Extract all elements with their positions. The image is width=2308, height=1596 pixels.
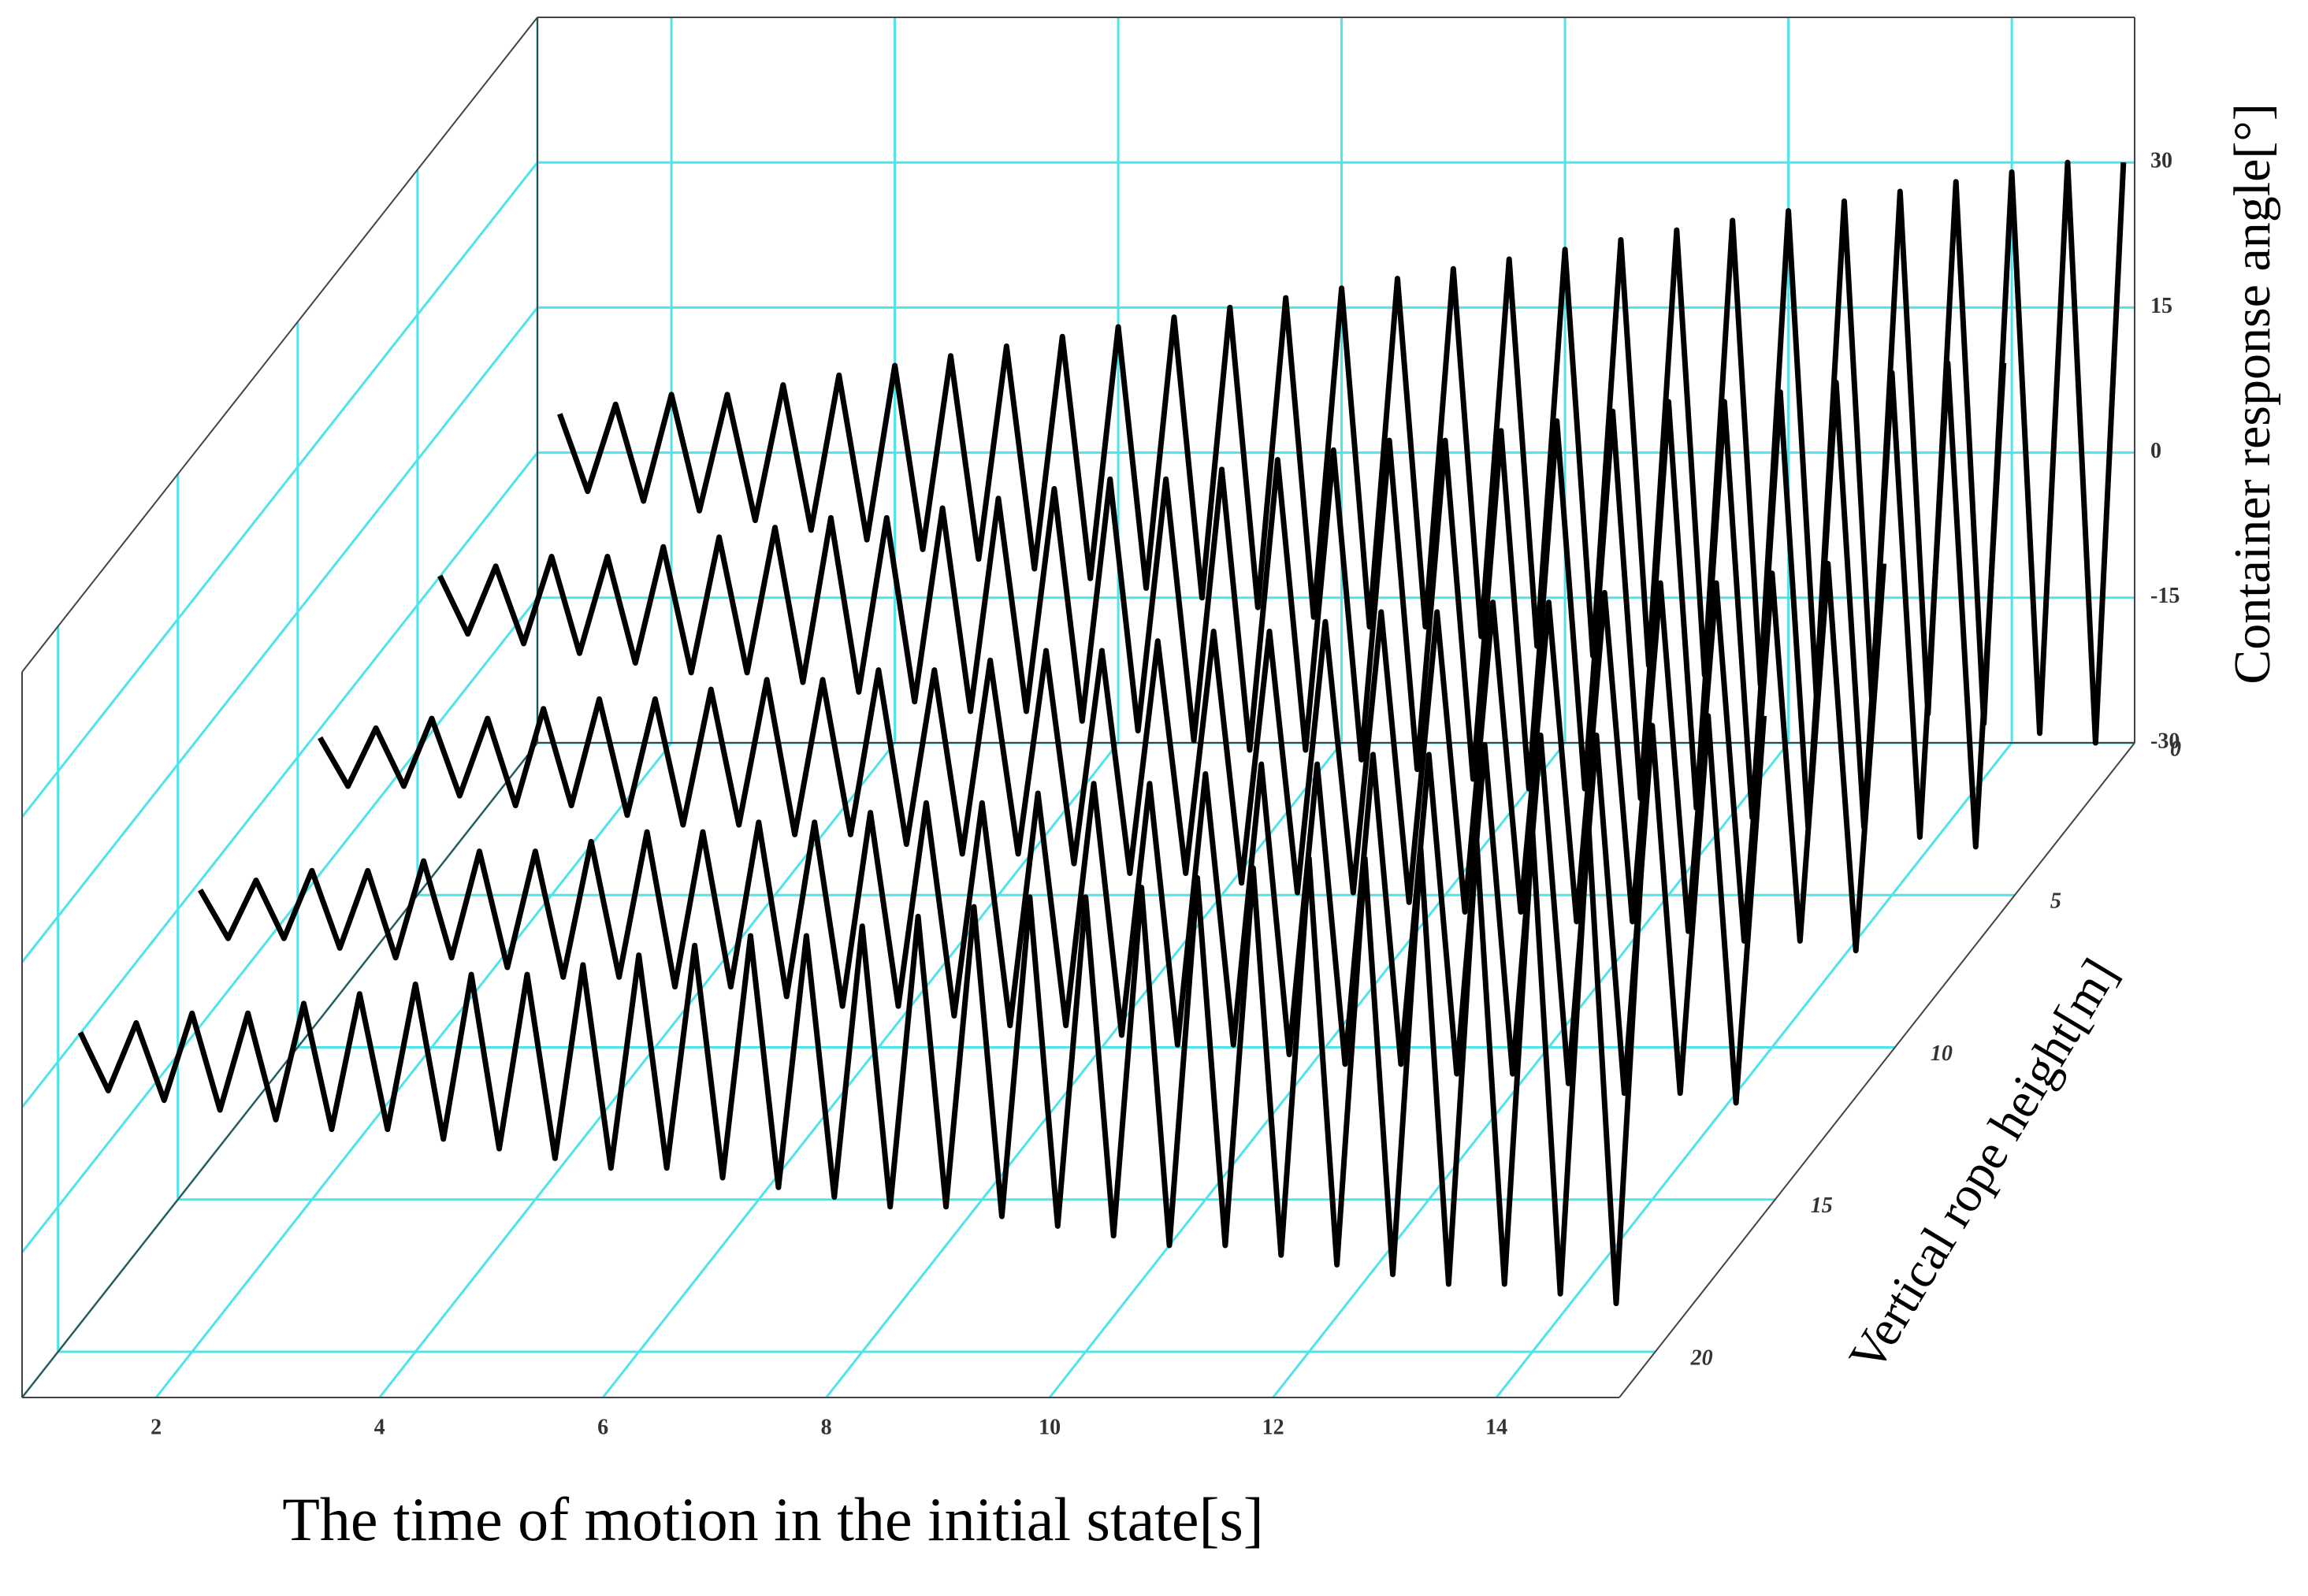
grid-line bbox=[825, 742, 1343, 1398]
grid-line bbox=[20, 306, 539, 963]
surface-line bbox=[77, 817, 1647, 1307]
x-tick-label: 2 bbox=[151, 1415, 162, 1439]
x-tick-label: 10 bbox=[1039, 1415, 1061, 1439]
z-axis-title: Container response angle[°] bbox=[2224, 103, 2281, 684]
y-tick-label: 0 bbox=[2170, 737, 2181, 761]
x-tick-label: 12 bbox=[1262, 1415, 1284, 1439]
y-tick-label: 5 bbox=[2050, 889, 2061, 914]
grid-line bbox=[20, 451, 539, 1108]
surface-line bbox=[318, 561, 1887, 954]
box-edge bbox=[1619, 742, 2135, 1398]
z-tick-label: -15 bbox=[2150, 584, 2180, 608]
z-tick-label: 30 bbox=[2150, 149, 2172, 173]
z-tick-label: 15 bbox=[2150, 294, 2172, 318]
z-tick-label: -30 bbox=[2150, 729, 2180, 753]
box-edge bbox=[21, 17, 538, 673]
surface-line bbox=[437, 360, 2007, 850]
x-tick-label: 4 bbox=[374, 1415, 385, 1439]
surface-line bbox=[198, 713, 1767, 1106]
y-tick-label: 10 bbox=[1931, 1041, 1953, 1066]
z-tick-label: 0 bbox=[2150, 439, 2161, 463]
box-edge bbox=[21, 742, 538, 1398]
x-tick-label: 8 bbox=[821, 1415, 832, 1439]
grid-line bbox=[1272, 742, 1790, 1398]
grid-line bbox=[1495, 742, 2013, 1398]
y-tick-label: 15 bbox=[1811, 1193, 1833, 1218]
x-tick-label: 6 bbox=[597, 1415, 608, 1439]
x-axis-title: The time of motion in the initial state[… bbox=[282, 1485, 1264, 1553]
y-axis-title: Vertical rope height[m] bbox=[1838, 949, 2128, 1381]
grid-line bbox=[154, 742, 673, 1398]
surface-line bbox=[557, 159, 2127, 746]
y-tick-label: 20 bbox=[1690, 1345, 1713, 1370]
x-tick-label: 14 bbox=[1485, 1415, 1507, 1439]
grid-line bbox=[20, 161, 539, 818]
